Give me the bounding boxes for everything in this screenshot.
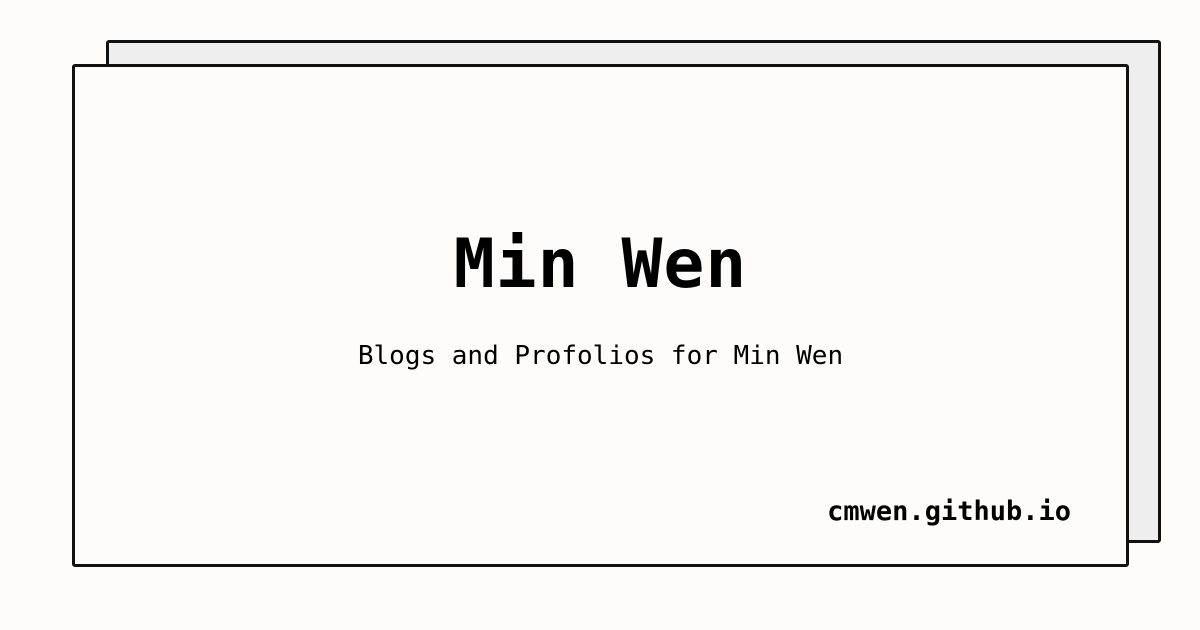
site-url: cmwen.github.io [827,496,1071,527]
site-subtitle: Blogs and Profolios for Min Wen [357,341,844,371]
site-title: Min Wen [453,225,748,304]
social-card: Min Wen Blogs and Profolios for Min Wen … [72,64,1129,567]
